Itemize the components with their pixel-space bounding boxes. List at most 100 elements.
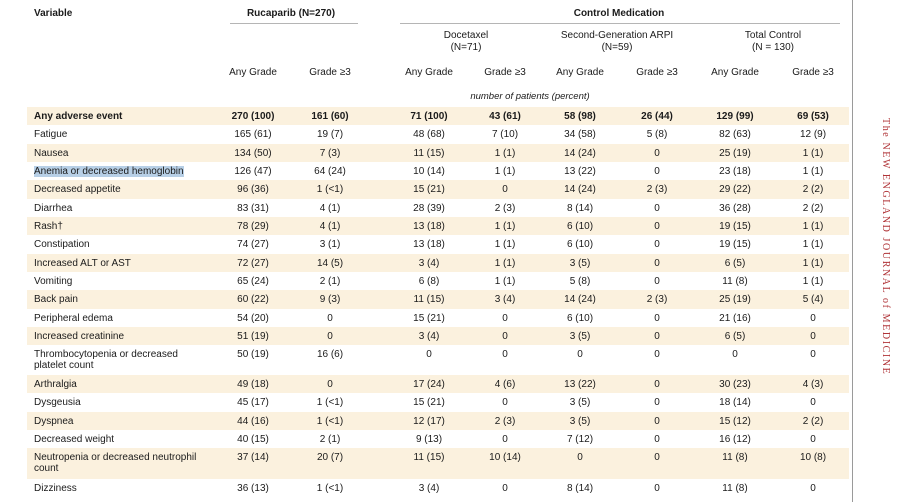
row-band bbox=[27, 448, 849, 479]
table-cell: 4 (6) bbox=[494, 379, 516, 390]
table-cell: 6 (5) bbox=[724, 331, 746, 342]
table-cell: 0 bbox=[327, 313, 333, 324]
table-cell: 12 (17) bbox=[413, 416, 445, 427]
table-cell: 7 (10) bbox=[491, 129, 519, 140]
table-cell: 1 (<1) bbox=[316, 397, 344, 408]
row-label: Any adverse event bbox=[34, 111, 123, 122]
highlighted-label: Anemia or decreased hemoglobin bbox=[34, 166, 184, 177]
table-cell: 82 (63) bbox=[719, 129, 751, 140]
table-cell: 11 (15) bbox=[413, 294, 445, 305]
table-cell: 1 (1) bbox=[802, 258, 824, 269]
row-label: Decreased weight bbox=[34, 434, 115, 445]
table-cell: 1 (1) bbox=[802, 166, 824, 177]
table-cell: 11 (15) bbox=[413, 452, 445, 463]
table-cell: 0 bbox=[654, 416, 660, 427]
table-cell: 26 (44) bbox=[641, 111, 673, 122]
table-cell: 43 (61) bbox=[489, 111, 521, 122]
row-label: Rash† bbox=[34, 221, 63, 232]
row-band bbox=[27, 327, 849, 345]
table-cell: 15 (21) bbox=[413, 397, 445, 408]
table-cell: 6 (10) bbox=[566, 313, 594, 324]
grade3-header: Grade ≥3 bbox=[792, 67, 834, 78]
table-cell: 36 (28) bbox=[719, 203, 751, 214]
table-cell: 13 (18) bbox=[413, 239, 445, 250]
table-cell: 3 (5) bbox=[569, 331, 591, 342]
table-cell: 0 bbox=[654, 313, 660, 324]
table-cell: 4 (1) bbox=[319, 203, 341, 214]
row-label: Peripheral edema bbox=[34, 313, 113, 324]
table-cell: 17 (24) bbox=[413, 379, 445, 390]
table-cell: 37 (14) bbox=[237, 452, 269, 463]
table-cell: 3 (5) bbox=[569, 397, 591, 408]
table-cell: 25 (19) bbox=[719, 294, 751, 305]
row-band bbox=[27, 107, 849, 125]
table-cell: 1 (1) bbox=[802, 276, 824, 287]
row-label: Increased creatinine bbox=[34, 331, 125, 342]
table-cell: 13 (22) bbox=[564, 379, 596, 390]
row-label: Diarrhea bbox=[34, 203, 73, 214]
variable-header: Variable bbox=[34, 8, 73, 19]
row-label: Dizziness bbox=[34, 483, 77, 494]
rucaparib-rule bbox=[230, 23, 358, 24]
row-label: Fatigue bbox=[34, 129, 68, 140]
table-cell: 18 (14) bbox=[719, 397, 751, 408]
table-cell: 23 (18) bbox=[719, 166, 751, 177]
table-cell: 48 (68) bbox=[413, 129, 445, 140]
table-cell: 3 (5) bbox=[569, 258, 591, 269]
table-cell: 19 (7) bbox=[316, 129, 344, 140]
row-band bbox=[27, 144, 849, 162]
table-cell: 134 (50) bbox=[234, 148, 272, 159]
table-cell: 54 (20) bbox=[237, 313, 269, 324]
table-cell: 83 (31) bbox=[237, 203, 269, 214]
arpi-header: Second-Generation ARPI (N=59) bbox=[560, 30, 674, 53]
table-cell: 6 (10) bbox=[566, 239, 594, 250]
any-grade-header: Any Grade bbox=[556, 67, 604, 78]
table-cell: 0 bbox=[810, 397, 816, 408]
table-cell: 0 bbox=[654, 331, 660, 342]
table-cell: 4 (1) bbox=[319, 221, 341, 232]
table-cell: 16 (6) bbox=[316, 349, 344, 360]
row-label: Neutropenia or decreased neutrophil coun… bbox=[34, 452, 197, 474]
unit-label: number of patients (percent) bbox=[470, 91, 590, 102]
table-cell: 1 (1) bbox=[494, 258, 516, 269]
table-cell: 2 (2) bbox=[802, 184, 824, 195]
table-cell: 15 (12) bbox=[719, 416, 751, 427]
table-cell: 0 bbox=[654, 452, 660, 463]
table-cell: 0 bbox=[654, 148, 660, 159]
table-cell: 3 (1) bbox=[319, 239, 341, 250]
table-cell: 13 (18) bbox=[413, 221, 445, 232]
table-cell: 0 bbox=[654, 379, 660, 390]
table-cell: 2 (3) bbox=[646, 294, 668, 305]
table-cell: 15 (21) bbox=[413, 313, 445, 324]
table-cell: 11 (15) bbox=[413, 148, 445, 159]
table-cell: 0 bbox=[810, 349, 816, 360]
table-cell: 36 (13) bbox=[237, 483, 269, 494]
table-cell: 3 (4) bbox=[494, 294, 516, 305]
row-label: Anemia or decreased hemoglobin bbox=[34, 166, 204, 177]
row-label: Vomiting bbox=[34, 276, 73, 287]
table-cell: 0 bbox=[654, 258, 660, 269]
table-cell: 28 (39) bbox=[413, 203, 445, 214]
table-cell: 0 bbox=[577, 452, 583, 463]
table-cell: 1 (1) bbox=[494, 221, 516, 232]
table-cell: 1 (1) bbox=[802, 221, 824, 232]
table-cell: 40 (15) bbox=[237, 434, 269, 445]
table-cell: 0 bbox=[810, 434, 816, 445]
table-cell: 8 (14) bbox=[566, 483, 594, 494]
table-cell: 0 bbox=[577, 349, 583, 360]
table-cell: 0 bbox=[654, 397, 660, 408]
table-cell: 0 bbox=[810, 313, 816, 324]
table-cell: 96 (36) bbox=[237, 184, 269, 195]
table-cell: 0 bbox=[654, 166, 660, 177]
table-cell: 78 (29) bbox=[237, 221, 269, 232]
table-cell: 69 (53) bbox=[797, 111, 829, 122]
table-cell: 0 bbox=[327, 331, 333, 342]
row-band bbox=[27, 180, 849, 199]
table-cell: 3 (4) bbox=[418, 258, 440, 269]
grade3-header: Grade ≥3 bbox=[636, 67, 678, 78]
table-cell: 51 (19) bbox=[237, 331, 269, 342]
table-cell: 34 (58) bbox=[564, 129, 596, 140]
table-cell: 72 (27) bbox=[237, 258, 269, 269]
table-cell: 8 (14) bbox=[566, 203, 594, 214]
table-cell: 165 (61) bbox=[234, 129, 272, 140]
